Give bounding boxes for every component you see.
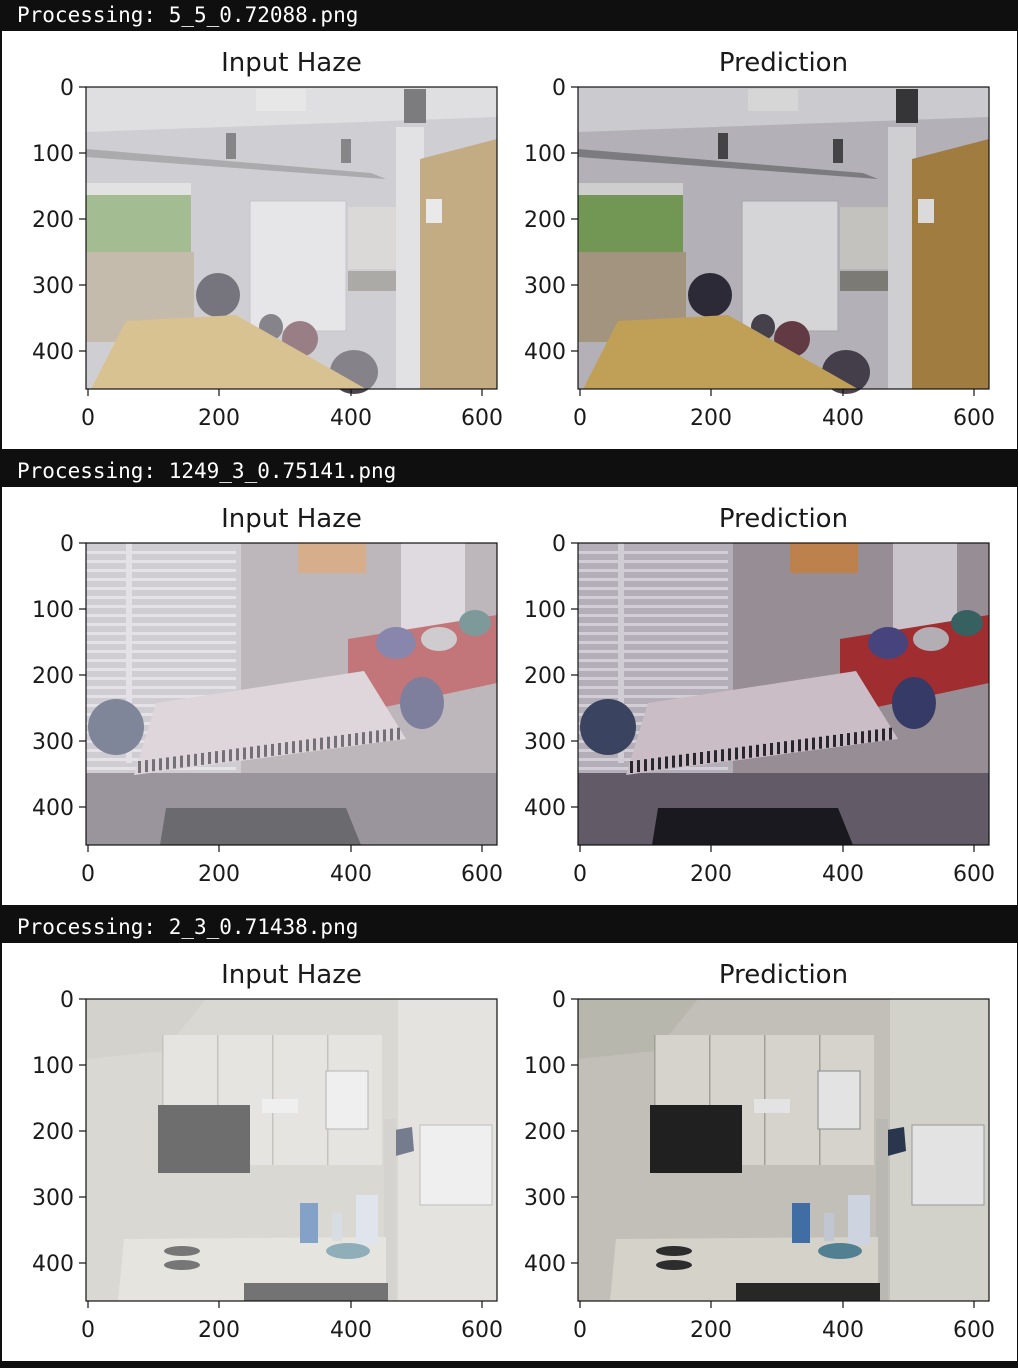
x-tick-label: 0 (81, 862, 95, 887)
x-tick-label: 400 (822, 406, 864, 431)
prediction-panel: Prediction 0 100 200 300 400 0 200 400 600 (524, 48, 995, 431)
input-haze-panel: Input Haze 0 100 200 300 400 0 200 400 600 (32, 48, 503, 431)
y-tick-label: 100 (524, 1054, 566, 1079)
contrast-overlay (578, 543, 989, 845)
x-tick-label: 600 (953, 1318, 995, 1343)
scene-image (86, 87, 497, 394)
y-tick-label: 400 (32, 1252, 74, 1277)
output-block: Processing: 1249_3_0.75141.png Input Haze… (0, 456, 1018, 912)
scene-image (86, 999, 497, 1301)
haze-overlay (86, 87, 497, 389)
result-figure: Input Haze 0 100 200 300 400 0 200 400 600 Predict… (2, 487, 1017, 905)
y-tick-label: 100 (32, 142, 74, 167)
x-tick-label: 200 (690, 1318, 732, 1343)
y-tick-label: 400 (524, 1252, 566, 1277)
contrast-overlay (578, 87, 989, 389)
y-tick-label: 300 (524, 1186, 566, 1211)
x-tick-label: 200 (198, 862, 240, 887)
haze-overlay (86, 543, 497, 845)
y-tick-label: 100 (32, 598, 74, 623)
panel-title: Input Haze (221, 504, 362, 534)
y-tick-label: 300 (524, 274, 566, 299)
y-tick-label: 0 (60, 532, 74, 557)
y-tick-label: 100 (524, 598, 566, 623)
scene-image (578, 999, 989, 1301)
x-tick-label: 0 (573, 406, 587, 431)
x-tick-label: 600 (953, 406, 995, 431)
y-tick-label: 200 (32, 208, 74, 233)
panel-title: Prediction (719, 960, 848, 990)
x-tick-label: 200 (198, 406, 240, 431)
y-tick-label: 100 (524, 142, 566, 167)
processing-header: Processing: 5_5_0.72088.png (0, 0, 1018, 31)
y-tick-label: 400 (524, 340, 566, 365)
x-tick-label: 200 (198, 1318, 240, 1343)
x-tick-label: 400 (330, 406, 372, 431)
x-tick-label: 0 (81, 1318, 95, 1343)
result-figure: Input Haze 0 100 200 300 400 0 200 400 600 Predict… (2, 943, 1017, 1361)
y-tick-label: 200 (524, 208, 566, 233)
input-haze-panel: Input Haze 0 100 200 300 400 0 200 400 600 (32, 960, 503, 1343)
panel-title: Input Haze (221, 960, 362, 990)
y-tick-label: 200 (524, 1120, 566, 1145)
haze-overlay (86, 999, 497, 1301)
scene-image (578, 87, 989, 394)
x-tick-label: 200 (690, 406, 732, 431)
output-block: Processing: 5_5_0.72088.png Input Haze 0 10… (0, 0, 1018, 456)
prediction-panel: Prediction 0 100 200 300 400 0 200 400 600 (524, 960, 995, 1343)
x-tick-label: 600 (461, 1318, 503, 1343)
scene-image (578, 543, 989, 845)
x-tick-label: 400 (330, 1318, 372, 1343)
x-tick-label: 0 (573, 862, 587, 887)
y-tick-label: 200 (32, 1120, 74, 1145)
x-tick-label: 400 (330, 862, 372, 887)
panel-title: Prediction (719, 504, 848, 534)
y-tick-label: 400 (32, 340, 74, 365)
panel-title: Input Haze (221, 48, 362, 78)
y-tick-label: 300 (32, 1186, 74, 1211)
panel-title: Prediction (719, 48, 848, 78)
x-tick-label: 400 (822, 1318, 864, 1343)
y-tick-label: 400 (524, 796, 566, 821)
y-tick-label: 0 (552, 532, 566, 557)
processing-header: Processing: 1249_3_0.75141.png (0, 456, 1018, 487)
y-tick-label: 300 (524, 730, 566, 755)
y-tick-label: 0 (552, 76, 566, 101)
y-tick-label: 0 (552, 988, 566, 1013)
y-tick-label: 100 (32, 1054, 74, 1079)
x-tick-label: 600 (953, 862, 995, 887)
y-tick-label: 300 (32, 730, 74, 755)
y-tick-label: 300 (32, 274, 74, 299)
processing-header: Processing: 2_3_0.71438.png (0, 912, 1018, 943)
result-figure: Input Haze 0 100 200 300 400 0 200 400 600 Predict… (2, 31, 1017, 449)
y-tick-label: 0 (60, 76, 74, 101)
x-tick-label: 0 (81, 406, 95, 431)
input-haze-panel: Input Haze 0 100 200 300 400 0 200 400 600 (32, 504, 503, 887)
prediction-panel: Prediction 0 100 200 300 400 0 200 400 600 (524, 504, 995, 887)
contrast-overlay (578, 999, 989, 1301)
x-tick-label: 600 (461, 406, 503, 431)
x-tick-label: 0 (573, 1318, 587, 1343)
y-tick-label: 200 (524, 664, 566, 689)
output-block: Processing: 2_3_0.71438.png Input Haze 0 10… (0, 912, 1018, 1368)
scene-image (86, 543, 497, 845)
x-tick-label: 600 (461, 862, 503, 887)
x-tick-label: 200 (690, 862, 732, 887)
y-tick-label: 0 (60, 988, 74, 1013)
y-tick-label: 400 (32, 796, 74, 821)
x-tick-label: 400 (822, 862, 864, 887)
y-tick-label: 200 (32, 664, 74, 689)
